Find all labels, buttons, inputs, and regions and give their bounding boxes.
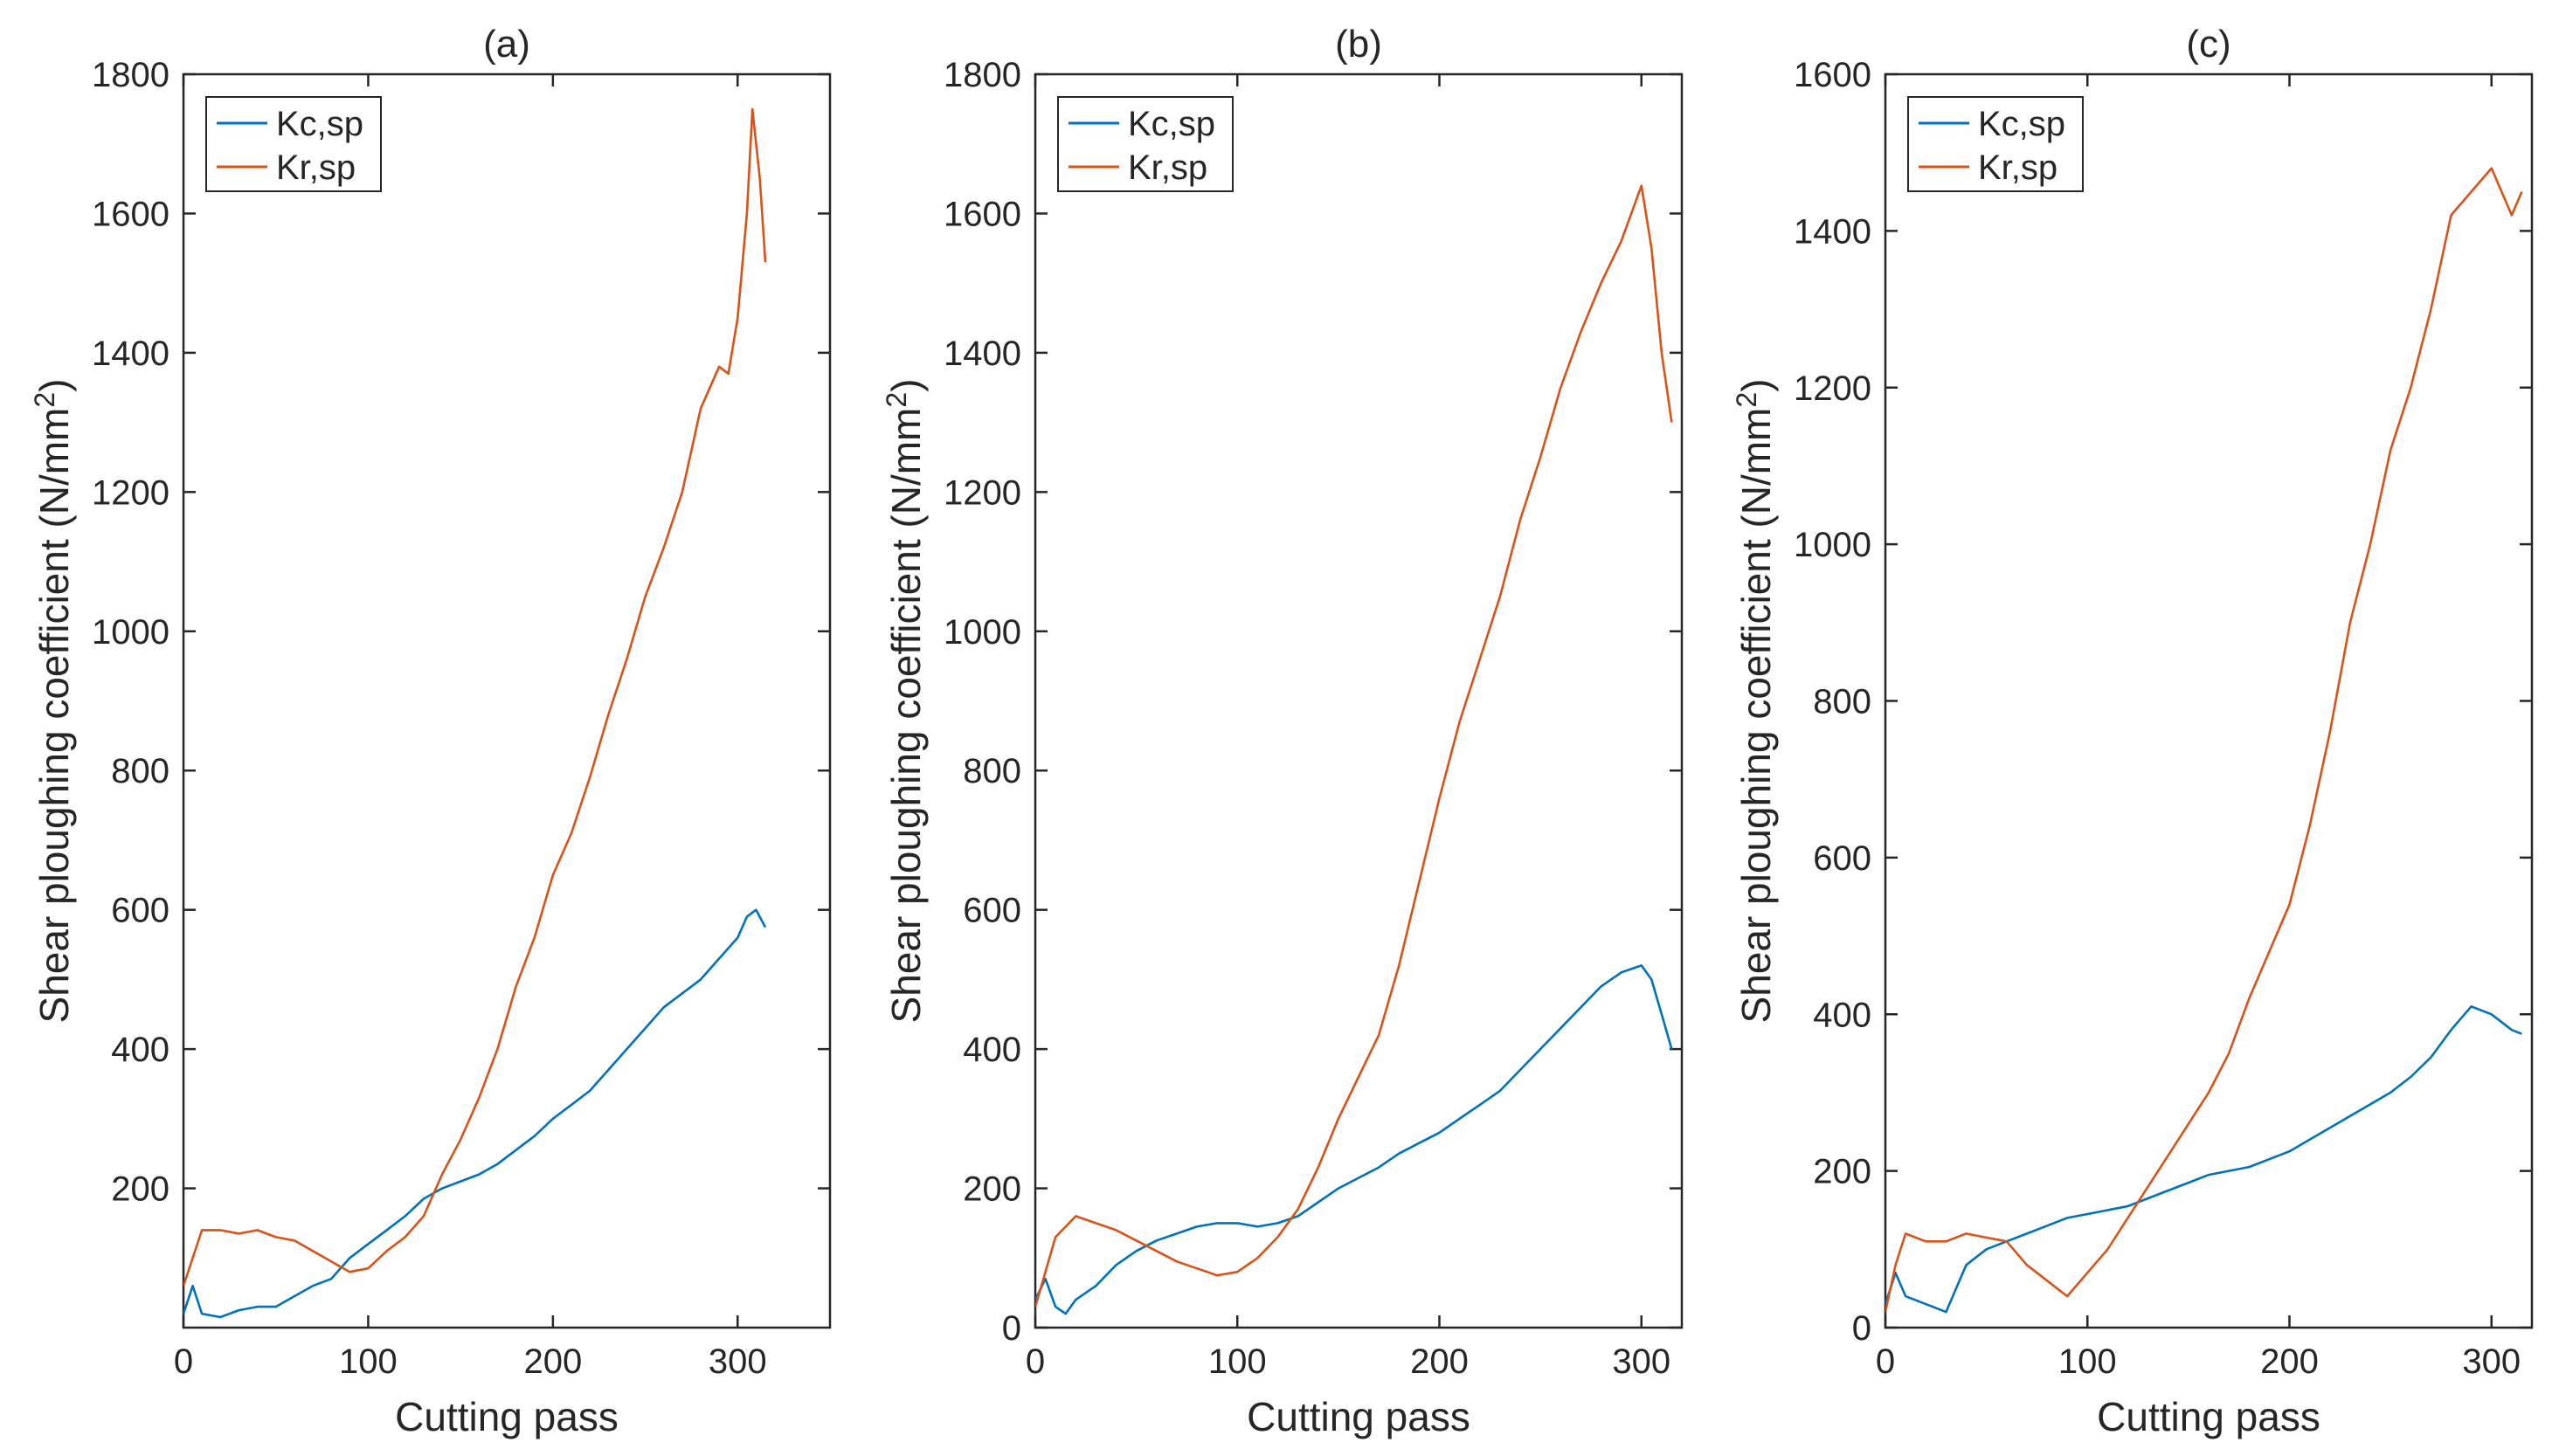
panel-a-ytick-label: 1600 xyxy=(92,195,169,233)
panel-b-xtick-label: 100 xyxy=(1208,1342,1267,1381)
panel-a-ytick-label: 400 xyxy=(111,1031,169,1069)
panel-b-ytick-label: 200 xyxy=(963,1170,1021,1209)
panel-a-ytick-label: 200 xyxy=(111,1170,169,1209)
panel-a-xlabel: Cutting pass xyxy=(395,1394,619,1439)
panel-b-series-kr-sp-line xyxy=(1035,184,1673,1308)
panel-b-xtick-label: 200 xyxy=(1410,1342,1469,1381)
panel-c: 0 100 200 300 0 200 400 600 800 1000 1200 1400 1600 (… xyxy=(1731,23,2534,1439)
panel-b-series-kc-sp-line xyxy=(1035,964,1673,1315)
panel-a-ytick-label: 1200 xyxy=(92,473,169,512)
panel-c-ytick-label: 800 xyxy=(1813,683,1871,721)
panel-b-ytick-label: 0 xyxy=(1002,1309,1021,1348)
panel-c-ytick-label: 0 xyxy=(1852,1309,1871,1348)
panel-b-axes-box xyxy=(1034,72,1684,1329)
panel-c-title: (c) xyxy=(2186,23,2230,66)
panel-a-ytick-label: 600 xyxy=(111,892,169,930)
panel-b-title: (b) xyxy=(1335,23,1382,66)
panel-c-xtick-label: 200 xyxy=(2260,1342,2319,1381)
panel-b-legend-box xyxy=(1057,96,1234,192)
panel-c-series-kr-sp-line xyxy=(1885,167,2523,1313)
panel-a-ylabel: Shear ploughing coefficient (N/mm2) xyxy=(29,379,77,1024)
panel-b-legend-label: Kr,sp xyxy=(1128,148,1207,187)
panel-c-ytick-label: 1600 xyxy=(1794,56,1871,94)
panel-b-ytick-label: 800 xyxy=(963,752,1021,790)
panel-c-ylabel: Shear ploughing coefficient (N/mm2) xyxy=(1731,379,1779,1024)
panel-b-legend: Kc,sp Kr,sp xyxy=(1057,96,1234,192)
panel-c-legend-label: Kr,sp xyxy=(1978,148,2058,187)
panel-c-xtick-label: 100 xyxy=(2058,1342,2117,1381)
panel-b-ytick-label: 1600 xyxy=(944,195,1021,233)
panel-b-ytick-label: 600 xyxy=(963,892,1021,930)
panel-c-xlabel: Cutting pass xyxy=(2097,1394,2320,1439)
panel-c-ytick-label: 1200 xyxy=(1794,369,1871,408)
panel-c-ytick-label: 200 xyxy=(1813,1153,1871,1191)
panel-b-xlabel: Cutting pass xyxy=(1247,1394,1470,1439)
panel-b-xtick-label: 300 xyxy=(1612,1342,1670,1381)
panel-a-xtick-label: 100 xyxy=(339,1342,398,1381)
panel-b-ytick-label: 400 xyxy=(963,1031,1021,1069)
panel-a-ytick-label: 1000 xyxy=(92,613,169,652)
panel-c-xtick-label: 300 xyxy=(2462,1342,2521,1381)
panel-a-legend: Kc,sp Kr,sp xyxy=(205,96,382,192)
panel-a-xtick-label: 300 xyxy=(709,1342,767,1381)
panel-a-xtick-label: 200 xyxy=(523,1342,582,1381)
panel-c-legend-box xyxy=(1907,96,2084,192)
panel-c-legend-label: Kc,sp xyxy=(1978,105,2065,143)
panel-b-ylabel: Shear ploughing coefficient (N/mm2) xyxy=(881,379,929,1024)
panel-a-legend-label: Kr,sp xyxy=(276,148,356,187)
panel-b-ytick-label: 1000 xyxy=(944,613,1021,652)
panel-a-legend-label: Kc,sp xyxy=(276,105,363,143)
panel-b-legend-label: Kc,sp xyxy=(1128,105,1215,143)
panel-c-xtick-label: 0 xyxy=(1876,1342,1895,1381)
panel-a-xtick-label: 0 xyxy=(174,1342,193,1381)
panel-a-series-kc-sp-line xyxy=(183,908,767,1319)
panel-a-ytick-label: 800 xyxy=(111,752,169,790)
panel-c-ytick-label: 1400 xyxy=(1794,212,1871,251)
panel-b: 0 100 200 300 0 200 400 600 800 1000 1200 1400 1600 1… xyxy=(881,23,1684,1439)
panel-c-ytick-label: 600 xyxy=(1813,839,1871,878)
panel-c-ytick-label: 1000 xyxy=(1794,526,1871,564)
panel-b-xtick-label: 0 xyxy=(1026,1342,1045,1381)
panel-a-title: (a) xyxy=(483,23,530,66)
panel-c-ytick-label: 400 xyxy=(1813,996,1871,1034)
panel-a-axes-box xyxy=(182,72,832,1329)
panel-a-ytick-label: 1800 xyxy=(92,56,169,94)
panel-c-axes-box xyxy=(1884,72,2534,1329)
panel-b-ytick-label: 1200 xyxy=(944,473,1021,512)
panel-b-ytick-label: 1800 xyxy=(944,56,1021,94)
panel-a-series-kr-sp-line xyxy=(183,107,767,1287)
panel-a-ytick-label: 1400 xyxy=(92,335,169,373)
panel-b-ytick-label: 1400 xyxy=(944,335,1021,373)
panel-a: 0 100 200 300 200 400 600 800 1000 1200 1400 1600 18… xyxy=(29,23,832,1439)
panel-c-legend: Kc,sp Kr,sp xyxy=(1907,96,2084,192)
panel-c-series-kc-sp-line xyxy=(1885,1005,2522,1314)
panel-a-legend-box xyxy=(205,96,382,192)
